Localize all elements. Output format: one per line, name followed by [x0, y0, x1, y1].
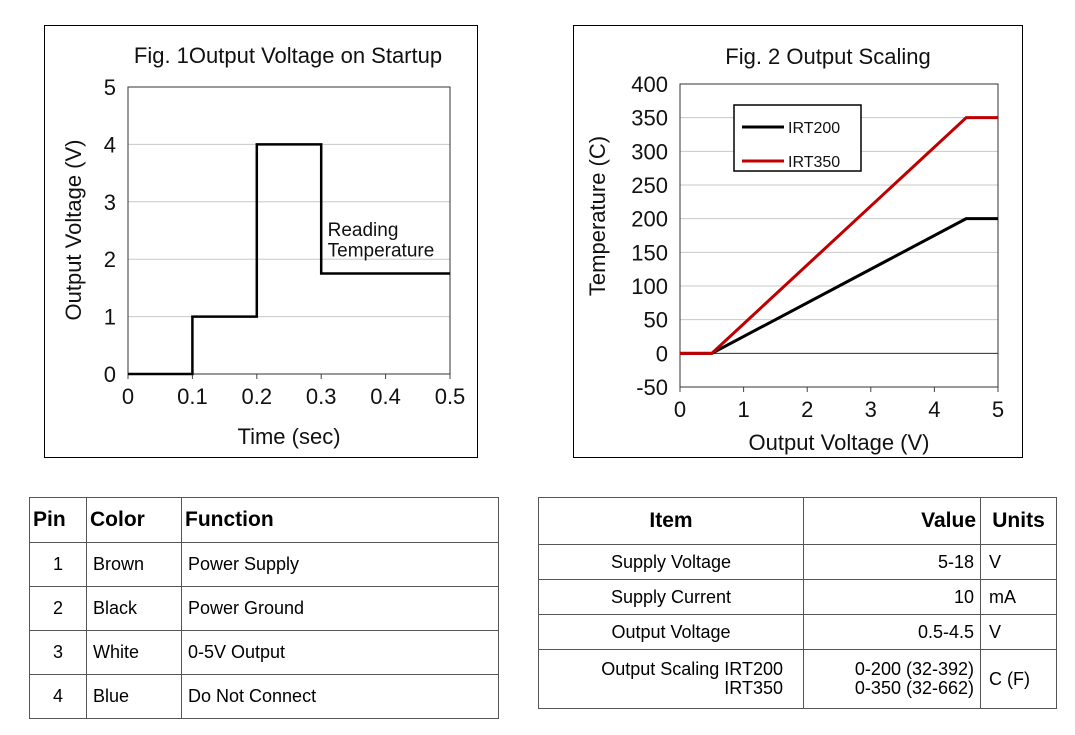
spec-item: Output Voltage	[538, 614, 804, 650]
header-units: Units	[980, 497, 1057, 545]
header-value: Value	[803, 497, 981, 545]
header-pin: Pin	[29, 497, 87, 543]
y-tick-label: 1	[104, 305, 116, 330]
table-row: Output Scaling IRT200 IRT350 0-200 (32-3…	[538, 649, 1057, 709]
x-axis-label: Time (sec)	[237, 424, 340, 449]
table-row: Supply Current 10 mA	[538, 579, 1057, 615]
legend-entry: IRT350	[788, 154, 840, 171]
x-tick-label: 0	[122, 384, 134, 409]
x-tick-label: 0.1	[177, 384, 208, 409]
pin-function: 0-5V Output	[181, 630, 499, 675]
legend-box	[733, 104, 862, 172]
y-tick-label: -50	[636, 375, 668, 400]
series-line-voltage	[128, 143, 450, 376]
y-tick-label: 300	[631, 139, 668, 164]
spec-value: 10	[803, 579, 981, 615]
table-row: 1 Brown Power Supply	[29, 542, 499, 587]
table-row: Supply Voltage 5-18 V	[538, 544, 1057, 580]
y-tick-label: 400	[631, 72, 668, 97]
table-row: 3 White 0-5V Output	[29, 630, 499, 675]
pin-color: Brown	[86, 542, 182, 587]
scaling-item-line2: IRT350	[724, 678, 783, 698]
pin-color: White	[86, 630, 182, 675]
chart2-svg: Fig. 2 Output Scaling-500501001502002503…	[585, 44, 1004, 455]
output-scaling-chart: Fig. 2 Output Scaling -50 0 50 100 150 200 250 3…	[573, 25, 1023, 458]
spec-value: 0.5-4.5	[803, 614, 981, 650]
spec-item-scaling: Output Scaling IRT200 IRT350	[538, 649, 804, 709]
series-line-irt350	[680, 116, 998, 355]
annotation-label: Reading	[328, 220, 399, 241]
y-tick-label: 350	[631, 106, 668, 131]
x-tick-label: 5	[992, 397, 1004, 422]
chart-title: Fig. 2 Output Scaling	[725, 44, 930, 69]
y-axis-label: Temperature (C)	[585, 136, 610, 296]
scaling-value-line1: 0-200 (32-392)	[854, 659, 974, 679]
spec-unit: mA	[980, 579, 1057, 615]
table-row: 2 Black Power Ground	[29, 586, 499, 631]
chart1-svg: Fig. 1Output Voltage on Startup 0 1 2 3 4 5 0 0.…	[61, 43, 466, 449]
spec-unit: V	[980, 544, 1057, 580]
x-axis-label: Output Voltage (V)	[749, 430, 930, 455]
x-tick-label: 4	[928, 397, 940, 422]
y-tick-label: 5	[104, 75, 116, 100]
scaling-value-line2: 0-350 (32-662)	[854, 678, 974, 698]
spec-table-header: Item Value Units	[538, 497, 1057, 545]
x-tick-label: 1	[737, 397, 749, 422]
spec-table: Item Value Units Supply Voltage 5-18 V S…	[538, 497, 1057, 709]
pin-color: Blue	[86, 674, 182, 719]
header-item: Item	[538, 497, 804, 545]
spec-item: Supply Voltage	[538, 544, 804, 580]
x-tick-label: 0	[674, 397, 686, 422]
spec-value: 5-18	[803, 544, 981, 580]
spec-unit: V	[980, 614, 1057, 650]
table-row: 4 Blue Do Not Connect	[29, 674, 499, 719]
chart-title: Fig. 1Output Voltage on Startup	[134, 43, 442, 68]
x-tick-label: 2	[801, 397, 813, 422]
pin-table-header: Pin Color Function	[29, 497, 499, 543]
y-tick-label: 250	[631, 173, 668, 198]
pin-function: Power Ground	[181, 586, 499, 631]
y-tick-label: 150	[631, 240, 668, 265]
spec-item: Supply Current	[538, 579, 804, 615]
y-tick-label: 0	[104, 362, 116, 387]
table-row: Output Voltage 0.5-4.5 V	[538, 614, 1057, 650]
spec-value-scaling: 0-200 (32-392) 0-350 (32-662)	[803, 649, 981, 709]
plot-area-frame	[127, 86, 451, 375]
pin-function: Do Not Connect	[181, 674, 499, 719]
y-axis-label: Output Voltage (V)	[61, 140, 86, 321]
spec-unit-scaling: C (F)	[980, 649, 1057, 709]
pin-color: Black	[86, 586, 182, 631]
pin-function: Power Supply	[181, 542, 499, 587]
y-tick-label: 0	[656, 341, 668, 366]
y-tick-label: 2	[104, 247, 116, 272]
pin-number: 3	[29, 630, 87, 675]
y-tick-label: 4	[104, 132, 116, 157]
pin-number: 1	[29, 542, 87, 587]
legend-entry: IRT200	[788, 120, 840, 137]
annotation-label: Temperature	[328, 240, 435, 261]
plot-area-frame	[679, 83, 999, 388]
y-tick-label: 50	[644, 308, 668, 333]
header-function: Function	[181, 497, 499, 543]
pin-table: Pin Color Function 1 Brown Power Supply …	[29, 497, 499, 719]
y-tick-label: 3	[104, 190, 116, 215]
pin-number: 4	[29, 674, 87, 719]
scaling-item-line1: Output Scaling IRT200	[601, 659, 783, 679]
x-tick-label: 0.5	[435, 384, 466, 409]
output-voltage-startup-chart: Fig. 1Output Voltage on Startup 0 1 2 3 4 5 0 0.…	[44, 25, 478, 458]
x-tick-label: 0.4	[370, 384, 401, 409]
y-tick-label: 200	[631, 207, 668, 232]
x-tick-label: 0.2	[242, 384, 273, 409]
x-tick-label: 3	[865, 397, 877, 422]
y-tick-label: 100	[631, 274, 668, 299]
pin-number: 2	[29, 586, 87, 631]
x-tick-label: 0.3	[306, 384, 337, 409]
header-color: Color	[86, 497, 182, 543]
